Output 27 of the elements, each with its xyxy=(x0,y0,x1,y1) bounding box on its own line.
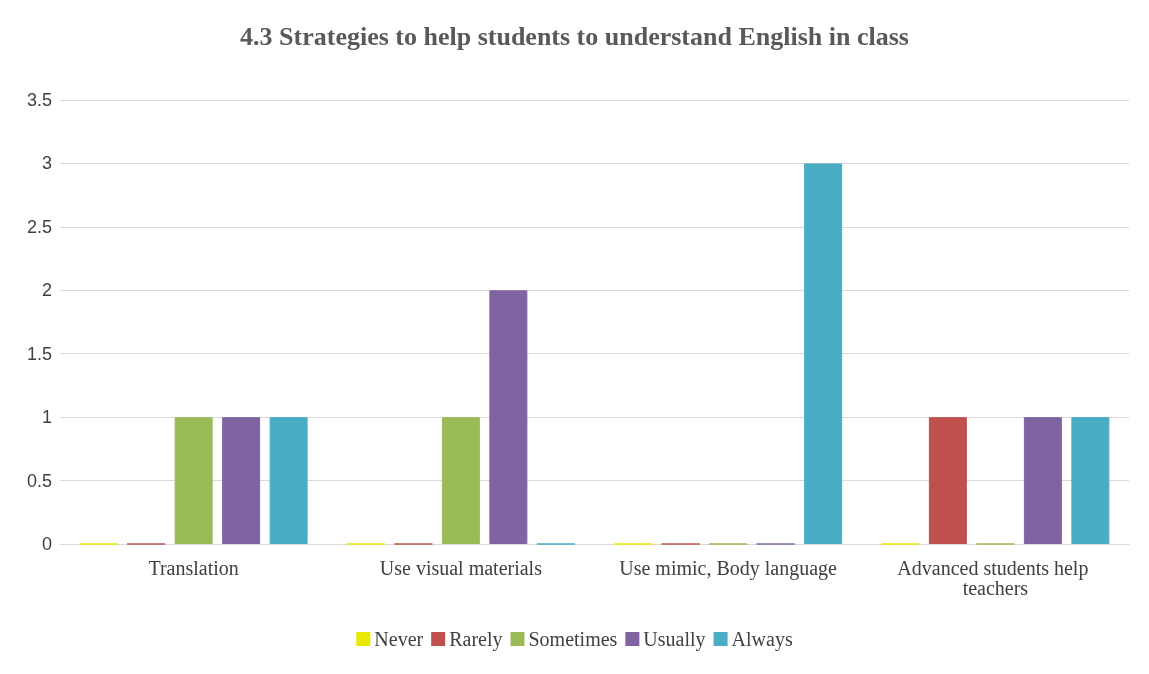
bar xyxy=(804,163,843,544)
legend-label: Always xyxy=(731,628,793,651)
y-tick-label: 1.5 xyxy=(26,343,52,364)
chart-title: 4.3 Strategies to help students to understand English in class xyxy=(240,21,909,51)
x-tick-label: Advanced students help teachers xyxy=(897,557,1094,599)
y-tick-label: 2.5 xyxy=(26,216,52,237)
bar xyxy=(441,417,480,544)
bar xyxy=(489,290,528,544)
bar xyxy=(222,417,261,544)
bar xyxy=(928,417,967,544)
x-tick-label: Use visual materials xyxy=(379,557,543,579)
x-tick-label: Use mimic, Body language xyxy=(619,557,838,580)
y-tick-label: 0.5 xyxy=(26,470,52,491)
y-tick-label: 1 xyxy=(41,407,52,428)
y-tick-label: 3.5 xyxy=(26,90,52,110)
legend-label: Usually xyxy=(643,628,706,651)
legend-label: Never xyxy=(374,628,424,650)
bar xyxy=(1071,417,1110,544)
y-tick-label: 0 xyxy=(41,534,52,554)
legend-label: Rarely xyxy=(449,628,503,651)
legend-label: Sometimes xyxy=(528,628,618,650)
y-tick-label: 2 xyxy=(41,280,52,301)
bar xyxy=(1023,417,1062,544)
x-tick-label: Translation xyxy=(148,557,239,579)
bar xyxy=(174,417,213,544)
bar xyxy=(269,417,308,544)
y-tick-label: 3 xyxy=(41,153,52,174)
